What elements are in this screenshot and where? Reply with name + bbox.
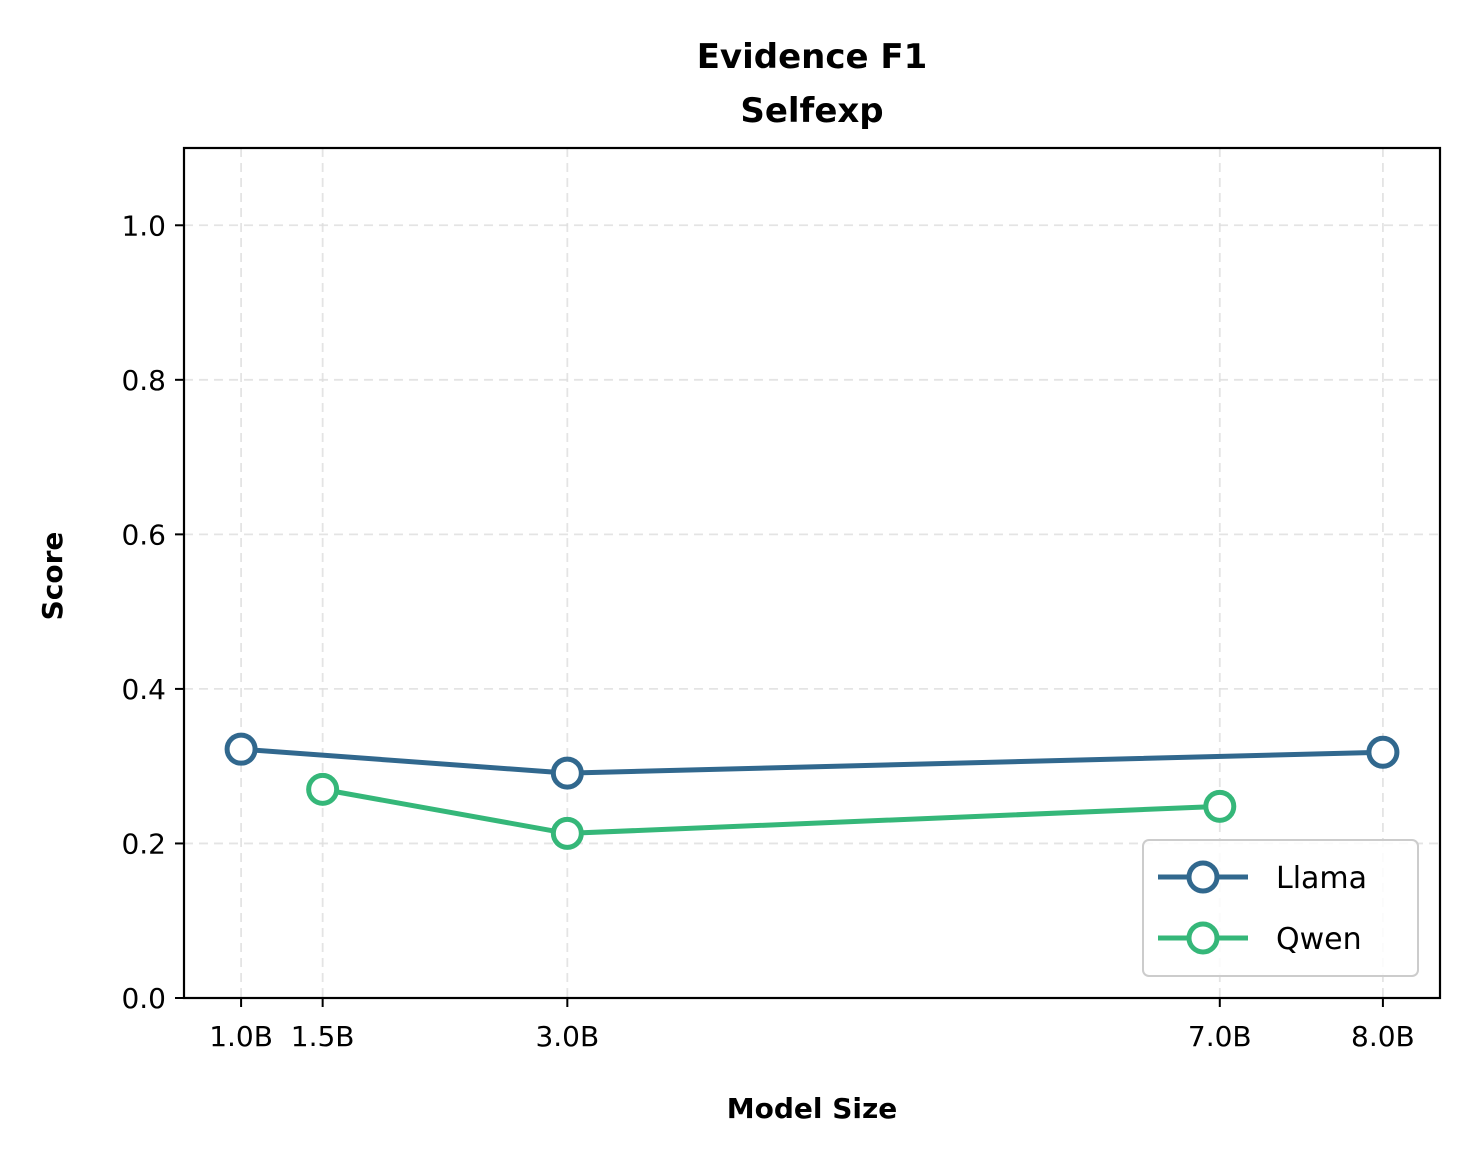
x-tick-label: 7.0B bbox=[1188, 1020, 1252, 1053]
data-point-qwen bbox=[550, 816, 584, 850]
legend-marker-qwen bbox=[1186, 921, 1220, 955]
x-tick-label: 3.0B bbox=[535, 1020, 599, 1053]
y-axis-label: Score bbox=[36, 532, 69, 621]
y-tick-label: 1.0 bbox=[121, 209, 166, 242]
legend-label-llama: Llama bbox=[1276, 861, 1367, 896]
x-tick-label: 1.5B bbox=[291, 1020, 355, 1053]
legend: Llama Qwen bbox=[1142, 839, 1419, 977]
chart-title: Evidence F1 bbox=[697, 37, 928, 77]
y-tick-label: 0.4 bbox=[121, 673, 166, 706]
legend-label-qwen: Qwen bbox=[1276, 922, 1362, 957]
chart-subtitle: Selfexp bbox=[740, 91, 883, 131]
data-point-qwen bbox=[306, 772, 340, 806]
legend-marker-llama bbox=[1186, 860, 1220, 894]
data-point-llama bbox=[1366, 735, 1400, 769]
y-tick-label: 0.8 bbox=[121, 364, 166, 397]
y-axis-ticks: 0.0 0.2 0.4 0.6 0.8 1.0 bbox=[121, 209, 184, 1015]
series-layer bbox=[224, 732, 1400, 850]
y-tick-label: 0.2 bbox=[121, 827, 166, 860]
data-point-llama bbox=[550, 756, 584, 790]
y-tick-label: 0.0 bbox=[121, 982, 166, 1015]
x-axis-label: Model Size bbox=[727, 1092, 898, 1125]
plot-frame bbox=[182, 146, 1442, 1000]
x-tick-label: 1.0B bbox=[209, 1020, 273, 1053]
y-tick-label: 0.6 bbox=[121, 518, 166, 551]
data-point-qwen bbox=[1203, 789, 1237, 823]
x-axis-ticks: 1.0B 1.5B 3.0B 7.0B 8.0B bbox=[209, 998, 1415, 1053]
x-tick-label: 8.0B bbox=[1351, 1020, 1415, 1053]
data-point-llama bbox=[224, 732, 258, 766]
